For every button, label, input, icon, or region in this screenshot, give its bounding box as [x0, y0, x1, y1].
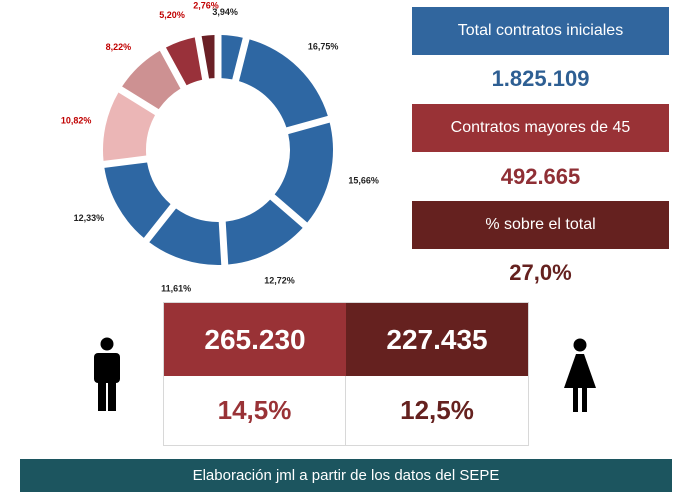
- share-value: 27,0%: [509, 260, 572, 285]
- donut-label-6: 12,33%: [74, 213, 105, 223]
- donut-label-7: 10,82%: [61, 115, 92, 125]
- donut-slice-8: [122, 50, 181, 110]
- woman-icon: [564, 338, 596, 412]
- donut-slice-9: [165, 37, 203, 86]
- share-label: % sobre el total: [412, 201, 669, 249]
- donut-label-10: 2,76%: [193, 1, 219, 11]
- man-icon: [94, 337, 120, 411]
- women-percentage: 12,5%: [400, 395, 474, 425]
- donut-label-9: 5,20%: [159, 10, 185, 20]
- donut-slice-4: [225, 199, 303, 265]
- donut-slice-1: [221, 35, 243, 80]
- donut-slice-5: [149, 208, 222, 265]
- donut-chart: 3,94% 16,75% 15,66% 12,72% 11,61% 12,33% 10,82…: [61, 1, 379, 294]
- donut-slice-10: [201, 35, 215, 79]
- donut-slice-3: [274, 122, 333, 223]
- donut-label-4: 12,72%: [264, 276, 295, 286]
- donut-slice-6: [104, 162, 171, 238]
- donut-label-8: 8,22%: [106, 42, 132, 52]
- footer-credit: Elaboración jml a partir de los datos de…: [20, 459, 672, 492]
- women-count: 227.435: [346, 303, 528, 376]
- donut-label-5: 11,61%: [161, 284, 191, 294]
- men-count: 265.230: [164, 303, 346, 376]
- donut-label-2: 16,75%: [308, 42, 339, 52]
- over45-contracts-value: 492.665: [500, 164, 581, 189]
- total-contracts-label: Total contratos iniciales: [412, 7, 669, 55]
- over45-contracts-label: Contratos mayores de 45: [412, 104, 669, 152]
- donut-slice-2: [239, 39, 328, 128]
- total-contracts-value: 1.825.109: [491, 66, 590, 91]
- donut-label-1: 3,94%: [212, 7, 238, 17]
- donut-slice-7: [102, 92, 156, 161]
- donut-label-3: 15,66%: [348, 175, 379, 185]
- men-percentage: 14,5%: [164, 376, 346, 445]
- gender-table: 265.230 227.435 14,5% 12,5%: [163, 302, 529, 446]
